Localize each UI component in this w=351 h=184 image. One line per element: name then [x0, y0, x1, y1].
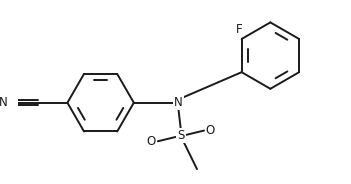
Text: O: O	[206, 124, 215, 137]
Text: N: N	[0, 96, 7, 109]
Text: F: F	[236, 23, 242, 36]
Text: N: N	[174, 96, 183, 109]
Text: S: S	[177, 129, 185, 142]
Text: O: O	[147, 135, 156, 148]
